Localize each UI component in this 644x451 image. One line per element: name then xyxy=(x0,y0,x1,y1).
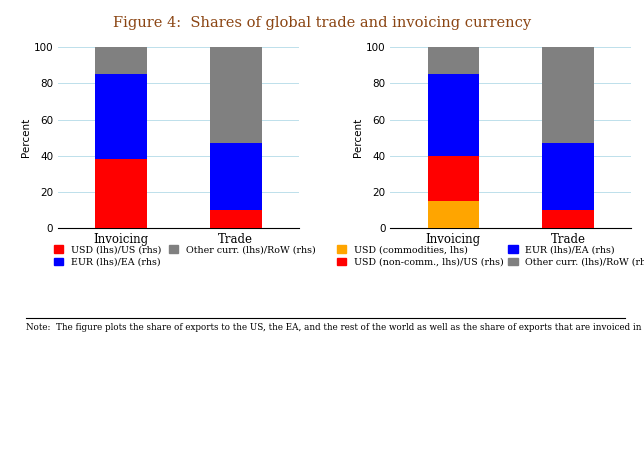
Bar xyxy=(428,201,479,228)
Bar xyxy=(210,210,261,228)
Bar xyxy=(542,143,594,210)
Bar xyxy=(542,47,594,143)
Y-axis label: Percent: Percent xyxy=(353,118,363,157)
Bar xyxy=(428,74,479,156)
Bar xyxy=(428,47,479,74)
Bar xyxy=(210,143,261,210)
Bar xyxy=(95,74,147,159)
Y-axis label: Percent: Percent xyxy=(21,118,31,157)
Bar xyxy=(210,47,261,143)
Legend: USD (commodities, lhs), USD (non-comm., lhs)/US (rhs), EUR (lhs)/EA (rhs), Other: USD (commodities, lhs), USD (non-comm., … xyxy=(333,241,644,271)
Bar xyxy=(95,47,147,74)
Legend: USD (lhs)/US (rhs), EUR (lhs)/EA (rhs), Other curr. (lhs)/RoW (rhs): USD (lhs)/US (rhs), EUR (lhs)/EA (rhs), … xyxy=(50,241,319,271)
Bar xyxy=(428,156,479,201)
Text: Figure 4:  Shares of global trade and invoicing currency: Figure 4: Shares of global trade and inv… xyxy=(113,16,531,30)
Text: Note:  The figure plots the share of exports to the US, the EA, and the rest of : Note: The figure plots the share of expo… xyxy=(26,322,644,332)
Bar xyxy=(542,210,594,228)
Bar xyxy=(95,159,147,228)
